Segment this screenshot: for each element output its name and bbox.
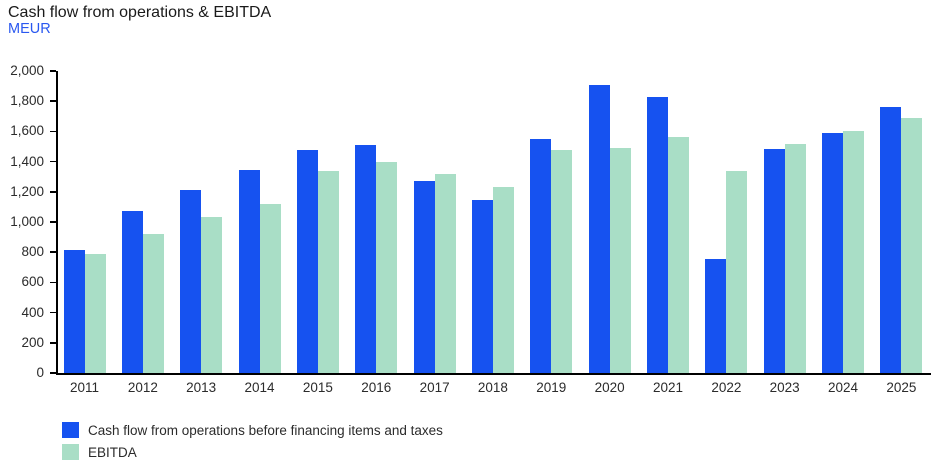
bar-cashflow-2016[interactable] [355,145,377,373]
x-tick-label-2018: 2018 [477,380,508,395]
bar-ebitda-2023[interactable] [784,144,806,373]
bar-ebitda-2020[interactable] [609,148,631,373]
legend-item-cashflow[interactable]: Cash flow from operations before financi… [62,422,443,438]
x-tick-label-2022: 2022 [711,380,742,395]
x-tick-label-2011: 2011 [69,380,100,395]
bar-ebitda-2022[interactable] [726,171,748,373]
bar-ebitda-2016[interactable] [376,162,398,373]
y-axis-tick [50,311,56,314]
y-axis-tick [50,342,56,344]
legend-item-ebitda[interactable]: EBITDA [62,444,137,460]
y-axis-tick [50,130,56,133]
y-axis-tick [50,70,56,72]
y-tick-label: 2,000 [10,63,44,78]
plot-area: 0 200 400 600 800 1,000 1,200 1,400 1,600 1,800 2,… [10,63,931,395]
legend-label-ebitda: EBITDA [88,444,137,460]
y-axis-tick [50,191,56,193]
y-tick-label: 400 [21,304,44,320]
x-tick-label-2021: 2021 [652,380,684,395]
y-tick-label: 1,000 [10,214,44,229]
bar-ebitda-2014[interactable] [259,204,281,373]
y-tick-label: 800 [21,244,44,260]
x-tick-label-2024: 2024 [828,380,859,395]
x-tick-label-2015: 2015 [302,380,333,395]
y-axis-tick [50,251,56,253]
chart-title: Cash flow from operations & EBITDA [8,4,272,21]
bar-cashflow-2015[interactable] [296,150,318,373]
bar-cashflow-2020[interactable] [588,85,610,373]
y-tick-label: 0 [36,365,44,380]
y-axis-tick [50,372,56,374]
bar-cashflow-2024[interactable] [822,133,844,373]
bar-cashflow-2017[interactable] [413,181,435,373]
y-tick-label: 200 [21,334,44,350]
x-tick-label-2016: 2016 [361,380,392,395]
y-axis-tick [50,160,56,163]
bar-ebitda-2015[interactable] [317,171,339,373]
x-tick-label-2019: 2019 [536,380,567,395]
bar-ebitda-2018[interactable] [492,187,514,373]
cashflow-swatch-icon [62,422,79,438]
unit-label: MEUR [8,21,51,37]
bar-ebitda-2024[interactable] [843,131,865,373]
y-tick-label: 1,400 [10,153,44,169]
x-tick-label-2012: 2012 [127,380,158,395]
x-tick-label-2025: 2025 [886,380,917,395]
bar-cashflow-2019[interactable] [530,139,552,373]
bar-cashflow-2014[interactable] [238,170,260,373]
bar-ebitda-2013[interactable] [201,217,223,373]
ebitda-swatch-icon [62,444,79,460]
y-tick-label: 600 [21,274,44,290]
y-axis-line [56,71,58,373]
y-axis-tick [50,100,56,102]
bar-ebitda-2012[interactable] [142,234,164,373]
x-tick-label-2017: 2017 [419,380,450,395]
x-tick-label-2020: 2020 [594,380,625,395]
y-tick-label: 1,800 [10,93,44,109]
y-tick-label: 1,600 [10,123,44,139]
bar-cashflow-2018[interactable] [471,200,493,373]
bar-cashflow-2013[interactable] [180,190,202,373]
x-axis-line [56,373,931,375]
legend-label-cashflow: Cash flow from operations before financi… [88,422,443,438]
bar-ebitda-2019[interactable] [551,150,573,373]
y-axis-tick [50,221,56,223]
bar-cashflow-2022[interactable] [705,259,727,373]
y-tick-label: 1,200 [10,183,44,199]
bar-cashflow-2012[interactable] [121,211,143,373]
bar-ebitda-2017[interactable] [434,174,456,373]
bar-cashflow-2025[interactable] [880,107,902,373]
x-tick-label-2014: 2014 [244,380,275,395]
x-tick-label-2023: 2023 [769,380,800,395]
bar-cashflow-2023[interactable] [763,149,785,373]
bar-cashflow-2021[interactable] [647,97,668,373]
bar-ebitda-2021[interactable] [668,137,689,373]
y-axis-tick [50,281,56,284]
x-tick-label-2013: 2013 [186,380,217,395]
bar-ebitda-2025[interactable] [901,118,923,373]
bar-cashflow-2011[interactable] [63,250,85,373]
bar-ebitda-2011[interactable] [84,254,106,373]
